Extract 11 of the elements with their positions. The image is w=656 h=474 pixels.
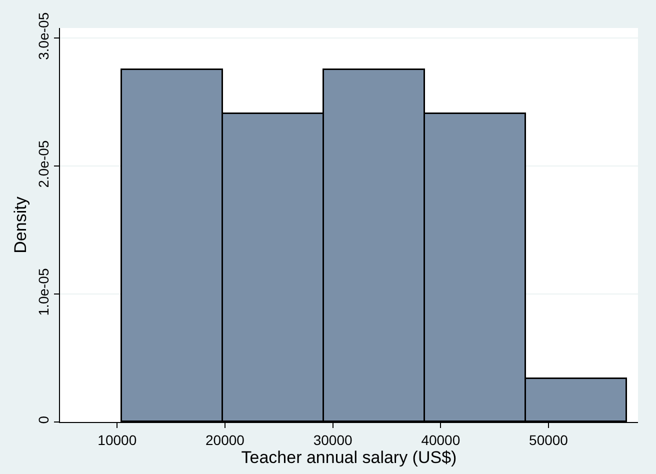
y-axis-title: Density — [10, 196, 30, 254]
x-tick-label: 30000 — [313, 432, 352, 448]
x-tick-label: 50000 — [529, 432, 568, 448]
x-tick-label: 10000 — [98, 432, 137, 448]
x-tick-label: 20000 — [206, 432, 245, 448]
y-tick-label: 3.0e-05 — [35, 12, 52, 60]
x-axis-title: Teacher annual salary (US$) — [241, 448, 457, 467]
y-tick-label: 1.0e-05 — [35, 268, 52, 316]
y-tick-label: 0 — [35, 416, 52, 424]
y-tick-label: 2.0e-05 — [35, 140, 52, 188]
x-tick-label: 40000 — [421, 432, 460, 448]
